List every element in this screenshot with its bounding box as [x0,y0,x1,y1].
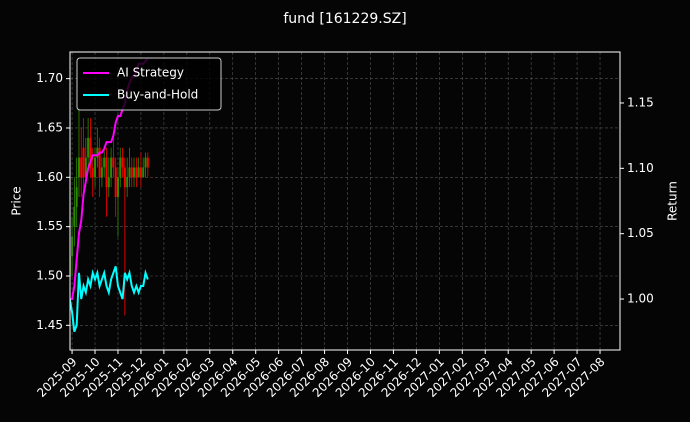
y-axis-label: Price [10,186,24,215]
candle-body [100,167,103,178]
chart-title: fund [161229.SZ] [283,11,406,27]
legend-box [76,57,222,111]
candle-body [89,137,92,168]
candle-body [84,157,87,178]
candle-body [133,167,136,178]
y2-tick-label: 1.00 [627,292,654,306]
plot-area [70,57,149,333]
y-tick-label: 1.70 [36,71,63,85]
legend-label: Buy-and-Hold [117,88,198,102]
candle-body [130,167,133,178]
y-tick-label: 1.65 [36,120,63,134]
candle-body [75,187,78,207]
y-tick-label: 1.60 [36,170,63,184]
axes-frame [69,51,621,351]
candle-body [91,167,94,178]
candle-body [135,167,138,178]
candle-body [146,157,149,168]
candle-body [119,157,122,178]
candle-body [87,137,90,158]
y2-axis-label: Return [666,181,680,221]
candle-body [121,157,124,168]
candle-body [112,157,115,168]
y-tick-label: 1.55 [36,219,63,233]
candle-body [128,167,131,178]
candle-body [137,167,140,178]
candle-body [96,147,99,158]
candle-body [80,157,83,178]
y2-tick-label: 1.15 [627,95,654,109]
candle-body [116,177,119,198]
candle-body [94,157,97,178]
candle-body [123,167,126,188]
candle-body [107,177,110,188]
candle-body [114,167,117,198]
candle-body [77,157,80,178]
candle-body [82,147,85,178]
candle-body [142,167,145,178]
candle-body [73,206,76,227]
candle-body [105,157,108,188]
candle-body [110,157,113,178]
candle-body [103,157,106,168]
y2-tick-label: 1.05 [627,226,654,240]
candle-body [144,157,147,168]
y2-tick-label: 1.10 [627,161,654,175]
y-tick-label: 1.50 [36,268,63,282]
candle-body [98,147,101,178]
legend-label: AI Strategy [117,66,184,80]
candle-body [126,177,129,188]
candle-body [139,167,142,178]
line-series [70,266,149,333]
candle-body [71,236,74,257]
y-tick-label: 1.45 [36,318,63,332]
